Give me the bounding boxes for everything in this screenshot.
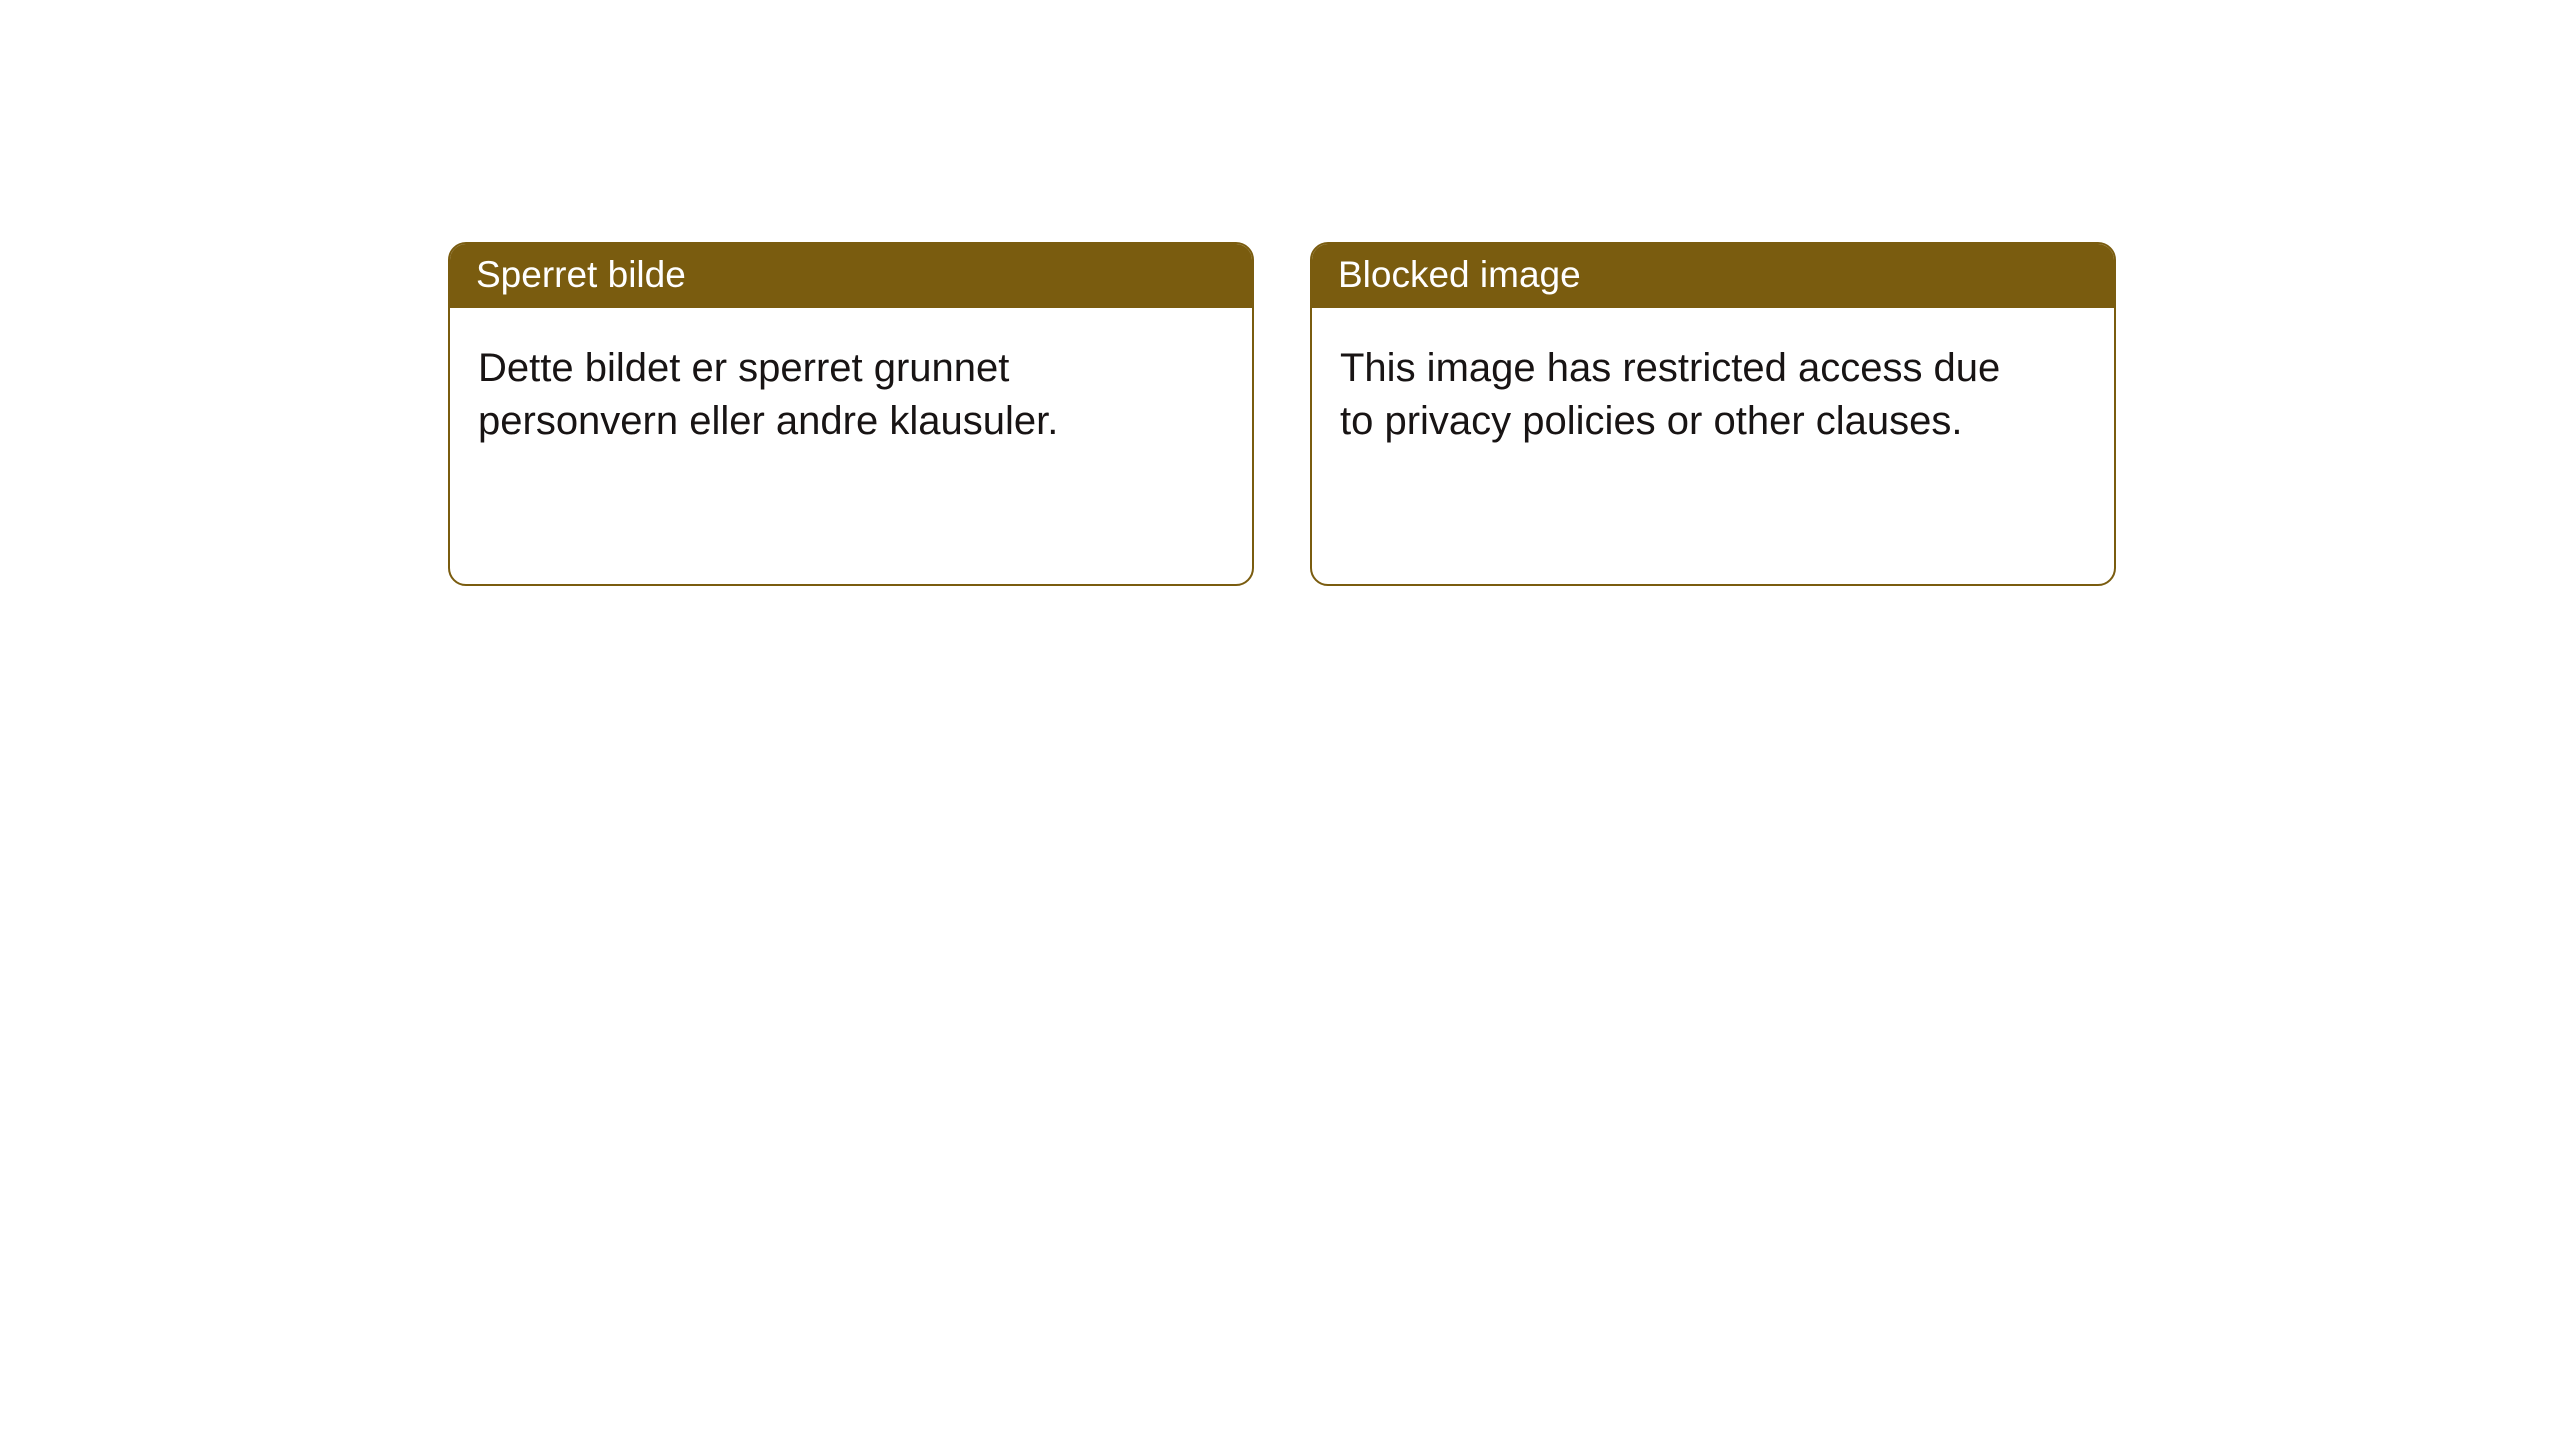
- notice-card-english: Blocked image This image has restricted …: [1310, 242, 2116, 586]
- notice-container: Sperret bilde Dette bildet er sperret gr…: [0, 0, 2560, 586]
- notice-header-english: Blocked image: [1312, 244, 2114, 308]
- notice-header-norwegian: Sperret bilde: [450, 244, 1252, 308]
- notice-body-text-english: This image has restricted access due to …: [1340, 342, 2020, 448]
- notice-card-norwegian: Sperret bilde Dette bildet er sperret gr…: [448, 242, 1254, 586]
- notice-body-english: This image has restricted access due to …: [1312, 308, 2114, 584]
- notice-body-norwegian: Dette bildet er sperret grunnet personve…: [450, 308, 1252, 584]
- notice-body-text-norwegian: Dette bildet er sperret grunnet personve…: [478, 342, 1158, 448]
